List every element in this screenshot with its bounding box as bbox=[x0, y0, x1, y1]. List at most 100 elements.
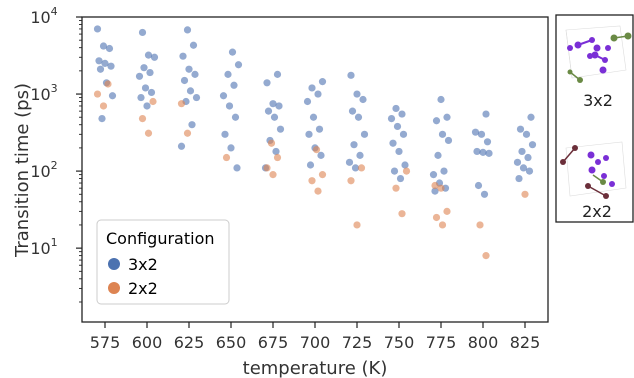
point-3x2 bbox=[219, 92, 228, 100]
point-2x2 bbox=[149, 97, 157, 106]
point-3x2 bbox=[221, 130, 229, 138]
point-3x2 bbox=[317, 151, 325, 159]
point-3x2 bbox=[522, 130, 531, 138]
point-3x2 bbox=[183, 26, 192, 34]
structure-insets: 3x2 2x2 bbox=[555, 14, 634, 223]
legend-label-2x2: 2x2 bbox=[128, 279, 158, 298]
point-3x2 bbox=[359, 95, 367, 104]
point-2x2 bbox=[273, 153, 282, 162]
point-3x2 bbox=[96, 65, 105, 73]
point-3x2 bbox=[185, 65, 193, 73]
point-3x2 bbox=[390, 167, 399, 175]
y-tick-label: 101 bbox=[30, 236, 57, 258]
point-3x2 bbox=[273, 70, 282, 78]
point-2x2 bbox=[392, 184, 400, 192]
point-2x2 bbox=[432, 213, 441, 222]
point-2x2 bbox=[138, 115, 147, 123]
point-3x2 bbox=[480, 190, 489, 198]
point-2x2 bbox=[438, 221, 447, 229]
point-3x2 bbox=[98, 115, 106, 123]
point-2x2 bbox=[482, 252, 490, 260]
point-3x2 bbox=[347, 71, 355, 79]
point-2x2 bbox=[521, 190, 529, 198]
y-tick-mantissa: 10 bbox=[30, 85, 50, 104]
point-2x2 bbox=[312, 146, 321, 154]
point-3x2 bbox=[101, 59, 109, 67]
point-3x2 bbox=[192, 93, 201, 102]
point-2x2 bbox=[476, 221, 484, 229]
point-3x2 bbox=[516, 125, 525, 133]
point-3x2 bbox=[432, 117, 441, 125]
point-3x2 bbox=[147, 88, 156, 97]
point-3x2 bbox=[395, 147, 403, 156]
point-3x2 bbox=[515, 174, 523, 183]
y-tick-exponent: 4 bbox=[51, 5, 58, 18]
y-tick-label: 103 bbox=[30, 82, 57, 104]
point-3x2 bbox=[93, 25, 102, 33]
point-3x2 bbox=[191, 70, 199, 78]
point-3x2 bbox=[99, 42, 108, 50]
y-tick-mantissa: 10 bbox=[30, 162, 50, 181]
point-3x2 bbox=[392, 104, 400, 113]
point-3x2 bbox=[177, 142, 186, 150]
point-3x2 bbox=[95, 57, 103, 65]
x-axis-title: temperature (K) bbox=[243, 358, 388, 378]
point-3x2 bbox=[524, 153, 532, 162]
point-3x2 bbox=[351, 164, 360, 172]
point-3x2 bbox=[143, 102, 151, 110]
point-3x2 bbox=[180, 76, 189, 85]
point-3x2 bbox=[234, 61, 243, 69]
point-3x2 bbox=[356, 151, 364, 159]
point-3x2 bbox=[314, 90, 322, 98]
point-3x2 bbox=[443, 113, 451, 121]
point-3x2 bbox=[519, 164, 528, 172]
y-minor-ticks bbox=[79, 20, 82, 303]
point-3x2 bbox=[309, 113, 318, 121]
point-3x2 bbox=[264, 107, 273, 115]
point-3x2 bbox=[276, 125, 285, 133]
structure-3x2-label: 3x2 bbox=[583, 91, 613, 110]
point-3x2 bbox=[387, 115, 396, 123]
legend-swatch-3x2 bbox=[108, 258, 120, 270]
point-2x2 bbox=[398, 210, 406, 218]
point-2x2 bbox=[144, 129, 153, 137]
point-3x2 bbox=[437, 95, 445, 104]
point-2x2 bbox=[402, 167, 411, 175]
point-2x2 bbox=[443, 207, 451, 215]
y-tick-mantissa: 10 bbox=[30, 239, 50, 258]
point-2x2 bbox=[267, 139, 276, 147]
point-2x2 bbox=[437, 184, 445, 192]
point-3x2 bbox=[474, 181, 483, 190]
y-tick-label: 104 bbox=[30, 5, 57, 27]
point-3x2 bbox=[396, 174, 405, 183]
y-tick-exponent: 1 bbox=[51, 236, 58, 249]
legend-label-3x2: 3x2 bbox=[128, 255, 158, 274]
y-tick-exponent: 3 bbox=[51, 82, 58, 95]
x-tick-label: 825 bbox=[510, 333, 541, 352]
point-3x2 bbox=[306, 161, 315, 169]
point-3x2 bbox=[146, 68, 154, 77]
point-3x2 bbox=[107, 62, 115, 70]
point-3x2 bbox=[398, 110, 406, 118]
point-3x2 bbox=[144, 51, 153, 59]
point-3x2 bbox=[527, 113, 535, 121]
x-tick-label: 775 bbox=[426, 333, 457, 352]
point-3x2 bbox=[108, 92, 117, 100]
point-3x2 bbox=[150, 53, 159, 61]
point-3x2 bbox=[188, 121, 196, 129]
point-3x2 bbox=[434, 151, 442, 159]
point-3x2 bbox=[138, 28, 147, 37]
point-2x2 bbox=[431, 181, 439, 190]
point-3x2 bbox=[308, 84, 316, 92]
x-tick-label: 750 bbox=[384, 333, 415, 352]
point-3x2 bbox=[345, 158, 354, 166]
point-3x2 bbox=[399, 130, 408, 138]
point-3x2 bbox=[141, 84, 150, 92]
legend-title: Configuration bbox=[106, 229, 215, 248]
point-3x2 bbox=[354, 113, 363, 121]
point-2x2 bbox=[314, 187, 322, 195]
x-tick-label: 800 bbox=[468, 333, 499, 352]
point-2x2 bbox=[99, 102, 108, 110]
point-2x2 bbox=[93, 90, 102, 98]
